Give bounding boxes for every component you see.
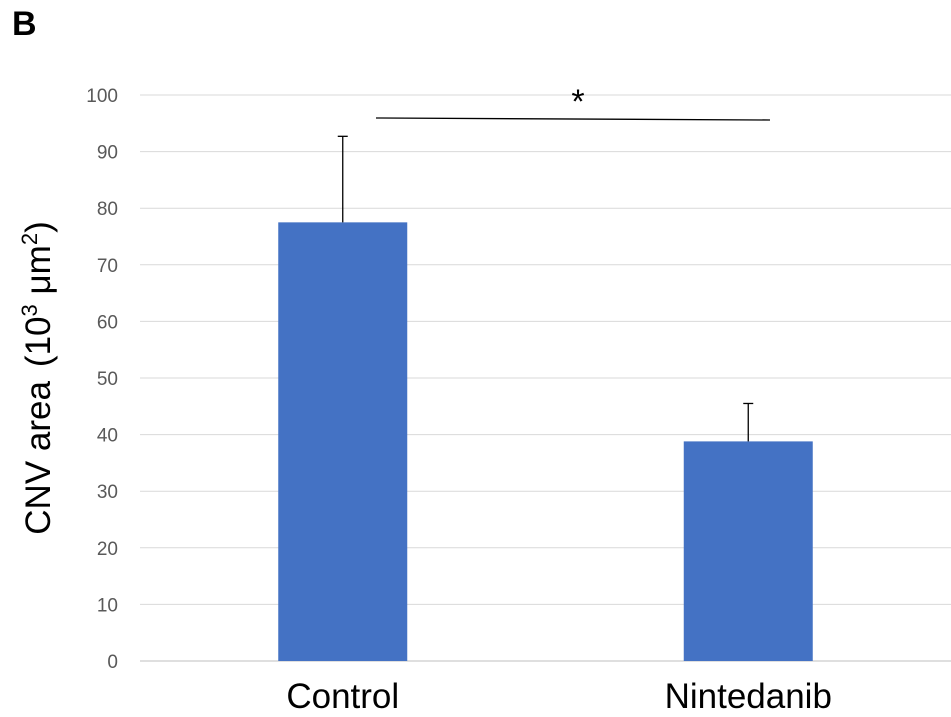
error-bars — [337, 135, 754, 442]
category-label-control: Control — [286, 677, 399, 716]
y-tick-label: 20 — [97, 539, 118, 560]
y-tick-label: 70 — [97, 256, 118, 277]
y-tick-label: 50 — [97, 369, 118, 390]
y-axis-label-unit-mid: μm — [19, 245, 58, 304]
y-tick-labels: 0 10 20 30 40 50 60 70 80 90 100 — [86, 86, 118, 673]
category-label-nintedanib: Nintedanib — [665, 677, 832, 716]
y-axis-label-exp1: 3 — [17, 304, 42, 316]
significance-line — [375, 117, 771, 121]
error-bar-nintedanib — [743, 402, 754, 442]
gridlines — [140, 94, 951, 662]
bars — [278, 222, 813, 661]
y-tick-label: 40 — [97, 426, 118, 447]
y-axis-label-unit-close: ) — [19, 221, 58, 233]
y-tick-label: 30 — [97, 482, 118, 503]
y-tick-label: 10 — [97, 595, 118, 616]
y-tick-label: 90 — [97, 143, 118, 164]
panel-label: B — [12, 5, 37, 43]
y-axis-label-unit-open: (10 — [19, 316, 58, 367]
significance-bracket: * — [375, 83, 771, 121]
y-tick-label: 100 — [86, 86, 118, 107]
category-labels: Control Nintedanib — [286, 677, 832, 716]
y-tick-label: 60 — [97, 312, 118, 333]
y-axis-label-main: CNV area — [19, 381, 58, 535]
bar-control — [278, 222, 408, 661]
y-tick-label: 80 — [97, 199, 118, 220]
bar-nintedanib — [683, 441, 813, 661]
y-tick-label: 0 — [107, 652, 118, 673]
significance-star: * — [571, 83, 584, 121]
y-axis-label: CNV area (103 μm2) — [17, 221, 58, 534]
error-bar-control — [337, 135, 348, 223]
y-axis-label-exp2: 2 — [17, 233, 42, 245]
